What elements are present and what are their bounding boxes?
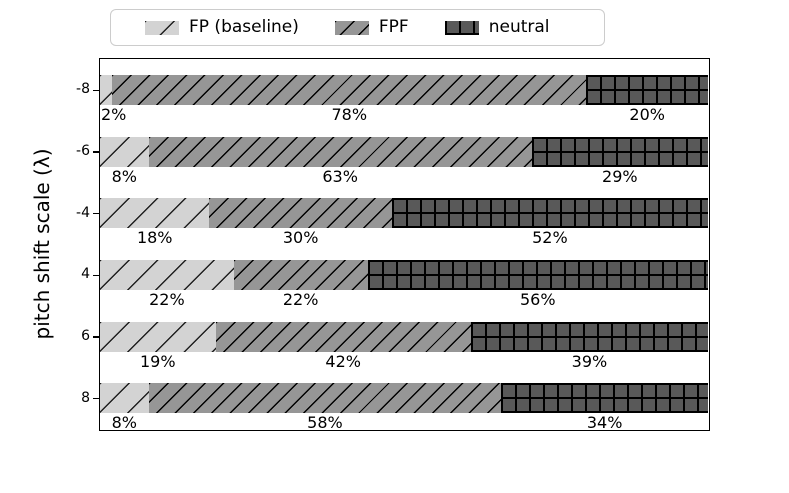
fpf-swatch-icon — [334, 20, 369, 35]
bar-segment-fp-baseline — [100, 321, 216, 352]
bar-segment-fpf — [209, 198, 392, 229]
legend-label-fpf: FPF — [378, 17, 409, 37]
y-tick-label: 4 — [81, 266, 90, 283]
bar-row — [100, 321, 708, 352]
bar-segment-neutral — [367, 259, 708, 290]
bar-label: 8% — [111, 166, 138, 186]
y-tick-mark — [93, 397, 99, 400]
bar-segment-neutral — [391, 198, 708, 229]
bar-segment-fpf — [215, 321, 471, 352]
bar-label: 30% — [282, 228, 319, 248]
bar-segment-fpf — [148, 136, 532, 167]
bar-segment-fp-baseline — [100, 383, 149, 414]
legend-label-neutral: neutral — [488, 17, 550, 37]
bar-segment-neutral — [531, 136, 708, 167]
fp-baseline-swatch-icon — [145, 20, 179, 35]
bar-label: 2% — [101, 104, 127, 124]
bar-segment-neutral — [501, 383, 708, 414]
neutral-swatch-icon — [444, 20, 479, 35]
y-tick-mark — [93, 151, 99, 153]
bar-segment-fp-baseline — [100, 74, 113, 105]
legend-label-fp: FP (baseline) — [189, 17, 299, 37]
legend-item-fpf: FPF — [334, 17, 409, 37]
bar-segment-neutral — [586, 74, 708, 105]
bar-segment-fp-baseline — [100, 259, 234, 290]
bar-label: 52% — [532, 228, 568, 248]
bar-label: 39% — [571, 351, 608, 371]
bar-segment-fpf — [233, 259, 368, 290]
bar-label: 56% — [519, 289, 556, 309]
bar-segment-neutral — [470, 321, 708, 352]
y-tick-label: -8 — [76, 81, 90, 98]
y-tick-mark — [93, 89, 99, 92]
bar-segment-fp-baseline — [100, 198, 210, 229]
y-tick-mark — [93, 274, 99, 277]
y-tick-mark — [93, 336, 99, 338]
bar-label: 34% — [586, 413, 623, 433]
bar-label: 58% — [307, 413, 343, 433]
bar-row — [100, 259, 708, 290]
bar-label: 29% — [602, 166, 638, 186]
legend-item-neutral: neutral — [444, 17, 550, 37]
y-tick-label: 8 — [81, 389, 90, 406]
bar-row — [100, 136, 708, 167]
bar-label: 63% — [322, 166, 358, 186]
bar-segment-fp-baseline — [100, 136, 149, 167]
legend-item-fp: FP (baseline) — [145, 19, 299, 36]
bar-row — [100, 383, 708, 414]
legend: FP (baseline) FPF neutral — [110, 9, 605, 46]
y-tick-label: -6 — [76, 143, 90, 159]
bar-label: 18% — [136, 228, 173, 248]
y-axis-label: pitch shift scale (λ) — [30, 148, 54, 340]
y-tick-mark — [93, 212, 99, 215]
bar-row — [100, 74, 708, 105]
bar-segment-fpf — [112, 74, 587, 105]
bar-label: 19% — [139, 351, 176, 371]
bar-label: 42% — [325, 351, 361, 371]
y-tick-label: 6 — [81, 328, 90, 344]
bar-label: 20% — [629, 104, 665, 124]
y-tick-label: -4 — [76, 204, 90, 221]
bar-label: 22% — [149, 289, 185, 309]
bar-label: 78% — [331, 104, 368, 124]
plot-area: 2% 78% 20% 8% 63% 29% 18% 30% 52% 22% 22% 56% 19% 42%… — [99, 58, 710, 433]
bar-label: 22% — [282, 289, 319, 309]
bar-segment-fpf — [148, 383, 502, 414]
bar-label: 8% — [111, 413, 138, 433]
bar-row — [100, 198, 708, 229]
